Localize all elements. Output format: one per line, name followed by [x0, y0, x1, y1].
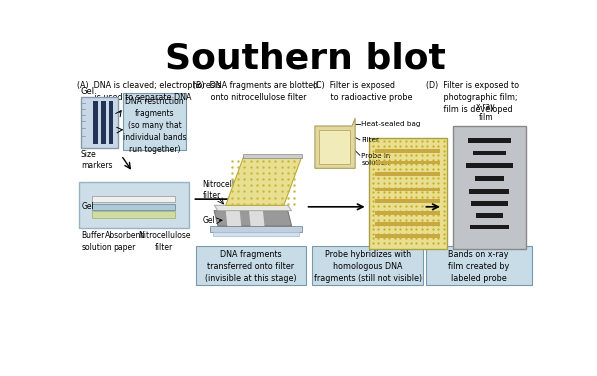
Bar	[469, 189, 509, 194]
Text: Filter: Filter	[361, 137, 379, 143]
Text: Nitrocellulose
filter: Nitrocellulose filter	[202, 180, 255, 200]
FancyBboxPatch shape	[78, 182, 189, 228]
Text: Size
markers: Size markers	[81, 150, 112, 170]
Bar	[93, 196, 174, 202]
Text: (A)  DNA is cleaved; electrophoresis
       is used to separate DNA: (A) DNA is cleaved; electrophoresis is u…	[77, 81, 221, 102]
Text: x-ray
film: x-ray film	[476, 102, 496, 122]
Bar	[93, 100, 98, 144]
Text: DNA fragments
transferred onto filter
(invisible at this stage): DNA fragments transferred onto filter (i…	[205, 250, 296, 282]
Bar	[376, 188, 441, 191]
Text: Southern blot: Southern blot	[165, 42, 446, 76]
Bar	[369, 138, 447, 249]
Polygon shape	[226, 211, 241, 226]
Bar	[210, 226, 301, 232]
Bar	[376, 149, 441, 153]
Bar	[376, 199, 441, 203]
Bar	[243, 155, 303, 158]
Bar	[376, 172, 441, 176]
Bar	[213, 232, 298, 236]
Bar	[376, 234, 441, 238]
Text: Probe in
solution: Probe in solution	[361, 153, 391, 167]
Bar	[376, 161, 441, 164]
Text: (C)  Filter is exposed
       to radioactive probe: (C) Filter is exposed to radioactive pro…	[313, 81, 413, 102]
Text: (B)  DNA fragments are blotted
       onto nitrocellulose filter: (B) DNA fragments are blotted onto nitro…	[193, 81, 318, 102]
Bar	[376, 211, 441, 215]
Polygon shape	[214, 205, 291, 211]
Bar	[466, 163, 512, 168]
Bar	[81, 97, 118, 147]
Bar	[470, 224, 509, 229]
Text: Heat-sealed bag: Heat-sealed bag	[361, 121, 421, 127]
FancyBboxPatch shape	[426, 246, 532, 285]
Bar	[319, 130, 350, 164]
Text: DNA restriction
fragments
(so many that
individual bands
run together): DNA restriction fragments (so many that …	[123, 97, 186, 154]
Text: Gel: Gel	[202, 216, 216, 225]
Text: Absorbent
paper: Absorbent paper	[105, 232, 144, 252]
Bar	[473, 151, 506, 155]
Text: Bands on x-ray
film created by
labeled probe: Bands on x-ray film created by labeled p…	[448, 250, 509, 282]
Bar	[101, 100, 106, 144]
Bar	[453, 126, 527, 249]
Bar	[109, 100, 113, 144]
Bar	[472, 202, 508, 206]
Text: Gel: Gel	[82, 202, 94, 211]
Text: Nitrocellulose
filter: Nitrocellulose filter	[138, 232, 190, 252]
Text: Buffer
solution: Buffer solution	[82, 232, 112, 252]
Bar	[376, 222, 441, 226]
FancyBboxPatch shape	[122, 93, 186, 150]
Polygon shape	[315, 118, 355, 168]
Bar	[476, 213, 503, 218]
Polygon shape	[214, 211, 291, 226]
Text: Probe hybridizes with
homologous DNA
fragments (still not visible): Probe hybridizes with homologous DNA fra…	[313, 250, 421, 282]
Polygon shape	[249, 211, 264, 226]
FancyBboxPatch shape	[312, 246, 423, 285]
Polygon shape	[226, 157, 301, 205]
Text: Gel: Gel	[81, 87, 95, 96]
Bar	[475, 176, 504, 181]
Bar	[93, 204, 174, 210]
Bar	[93, 211, 174, 218]
FancyBboxPatch shape	[196, 246, 306, 285]
Bar	[468, 138, 511, 143]
Text: (D)  Filter is exposed to
       photographic film;
       film is developed: (D) Filter is exposed to photographic fi…	[426, 81, 519, 114]
